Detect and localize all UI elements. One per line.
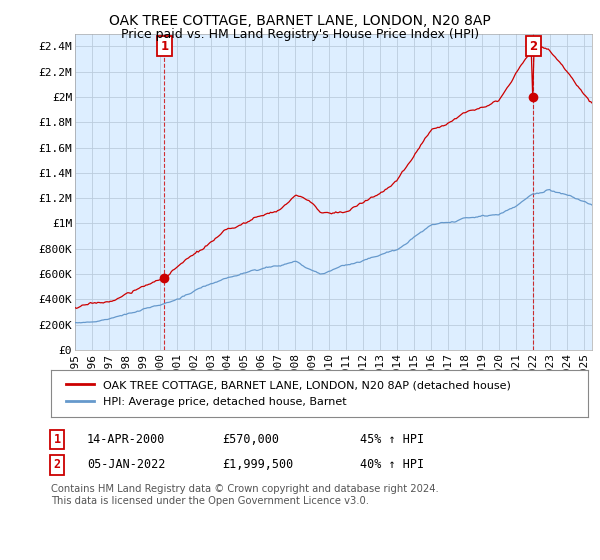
Legend: OAK TREE COTTAGE, BARNET LANE, LONDON, N20 8AP (detached house), HPI: Average pr: OAK TREE COTTAGE, BARNET LANE, LONDON, N… xyxy=(62,376,515,411)
Text: £570,000: £570,000 xyxy=(222,433,279,446)
Text: Contains HM Land Registry data © Crown copyright and database right 2024.
This d: Contains HM Land Registry data © Crown c… xyxy=(51,484,439,506)
Text: 40% ↑ HPI: 40% ↑ HPI xyxy=(360,458,424,472)
Text: 2: 2 xyxy=(53,458,61,472)
Text: Price paid vs. HM Land Registry's House Price Index (HPI): Price paid vs. HM Land Registry's House … xyxy=(121,28,479,41)
Text: 1: 1 xyxy=(53,433,61,446)
Text: OAK TREE COTTAGE, BARNET LANE, LONDON, N20 8AP: OAK TREE COTTAGE, BARNET LANE, LONDON, N… xyxy=(109,14,491,28)
Text: 2: 2 xyxy=(529,40,538,53)
Text: £1,999,500: £1,999,500 xyxy=(222,458,293,472)
Text: 05-JAN-2022: 05-JAN-2022 xyxy=(87,458,166,472)
Text: 45% ↑ HPI: 45% ↑ HPI xyxy=(360,433,424,446)
Text: 1: 1 xyxy=(160,40,169,53)
Text: 14-APR-2000: 14-APR-2000 xyxy=(87,433,166,446)
